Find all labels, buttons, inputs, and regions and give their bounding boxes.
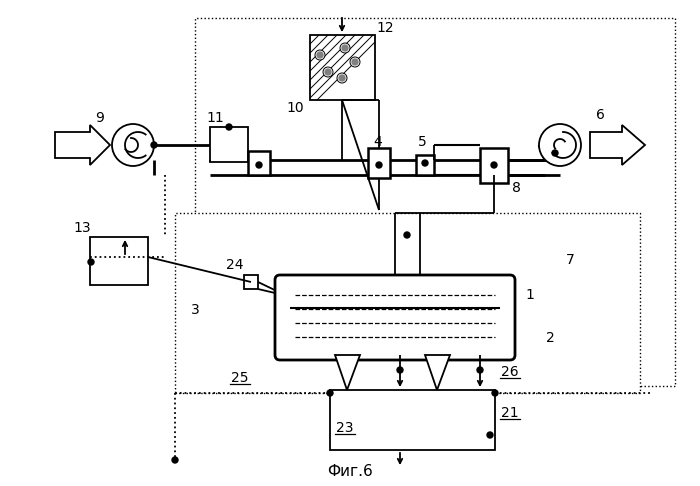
Bar xyxy=(480,148,508,183)
Circle shape xyxy=(339,75,345,81)
Text: 3: 3 xyxy=(190,303,199,317)
Text: 12: 12 xyxy=(376,21,394,35)
Circle shape xyxy=(422,160,428,166)
Text: 26: 26 xyxy=(501,365,519,379)
Circle shape xyxy=(552,150,558,156)
Text: Фиг.6: Фиг.6 xyxy=(327,465,373,480)
Text: 9: 9 xyxy=(96,111,104,125)
Text: 4: 4 xyxy=(374,135,382,149)
Circle shape xyxy=(340,43,350,53)
Circle shape xyxy=(172,457,178,463)
Circle shape xyxy=(323,67,333,77)
Text: 10: 10 xyxy=(286,101,304,115)
Polygon shape xyxy=(55,125,110,165)
Text: 24: 24 xyxy=(226,258,244,272)
Text: 11: 11 xyxy=(206,111,224,125)
Circle shape xyxy=(337,73,347,83)
Circle shape xyxy=(325,69,331,75)
Circle shape xyxy=(315,50,325,60)
Circle shape xyxy=(317,52,323,58)
Circle shape xyxy=(487,432,493,438)
Circle shape xyxy=(491,162,497,168)
Text: 6: 6 xyxy=(596,108,604,122)
Bar xyxy=(210,127,248,162)
Text: 21: 21 xyxy=(501,406,519,420)
Bar xyxy=(310,35,375,100)
Polygon shape xyxy=(590,125,645,165)
Bar xyxy=(90,237,148,285)
Text: 2: 2 xyxy=(545,331,554,345)
Circle shape xyxy=(492,390,498,396)
Circle shape xyxy=(112,124,154,166)
Bar xyxy=(416,155,434,175)
Bar xyxy=(248,151,270,175)
Text: 1: 1 xyxy=(526,288,534,302)
Circle shape xyxy=(477,367,483,373)
Text: 5: 5 xyxy=(418,135,426,149)
Text: 8: 8 xyxy=(512,181,520,195)
Circle shape xyxy=(404,232,410,238)
Circle shape xyxy=(350,57,360,67)
Circle shape xyxy=(376,162,382,168)
Bar xyxy=(330,390,495,450)
Text: 13: 13 xyxy=(74,221,91,235)
Text: 25: 25 xyxy=(231,371,248,385)
Circle shape xyxy=(342,45,348,51)
Circle shape xyxy=(539,124,581,166)
Circle shape xyxy=(151,142,157,148)
Text: 7: 7 xyxy=(566,253,575,267)
Bar xyxy=(195,18,675,386)
Circle shape xyxy=(88,259,94,265)
Bar xyxy=(368,148,390,178)
Circle shape xyxy=(397,367,403,373)
Text: 23: 23 xyxy=(336,421,354,435)
Circle shape xyxy=(226,124,232,130)
Polygon shape xyxy=(425,355,450,390)
Circle shape xyxy=(352,59,358,65)
Circle shape xyxy=(256,162,262,168)
Bar xyxy=(244,275,258,289)
Polygon shape xyxy=(335,355,360,390)
Circle shape xyxy=(327,390,333,396)
Bar xyxy=(175,213,640,393)
FancyBboxPatch shape xyxy=(275,275,515,360)
